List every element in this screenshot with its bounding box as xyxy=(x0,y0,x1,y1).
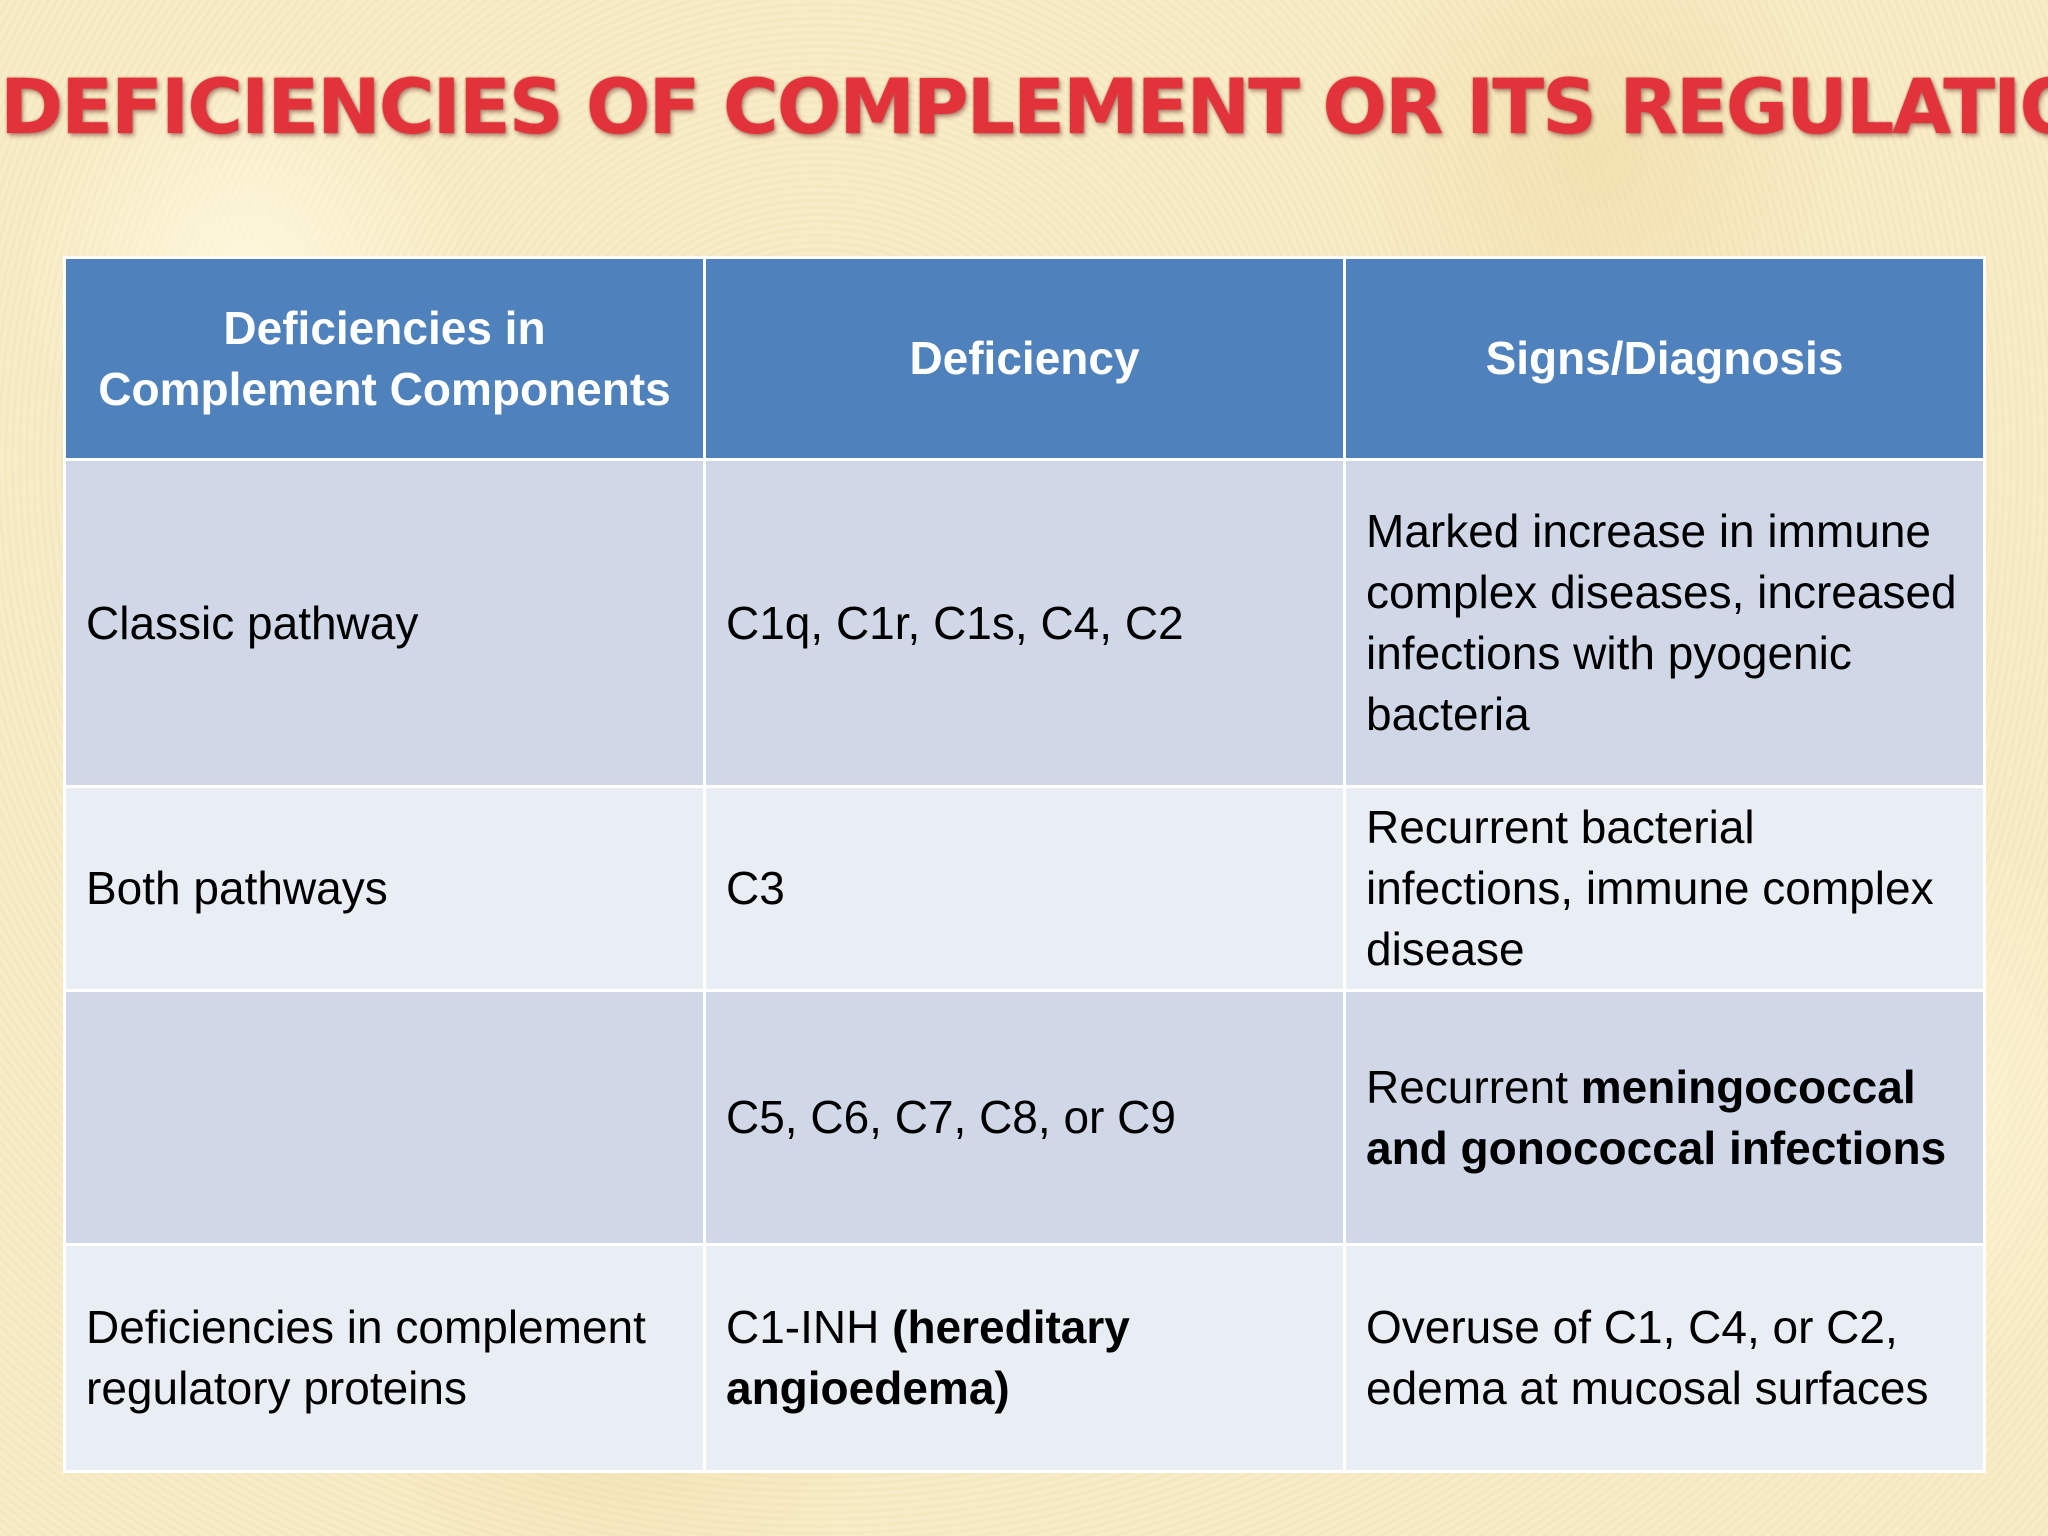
table-row: C5, C6, C7, C8, or C9 Recurrent meningoc… xyxy=(63,989,1986,1246)
header-deficiency: Deficiency xyxy=(703,256,1346,461)
cell-deficiency: C5, C6, C7, C8, or C9 xyxy=(703,989,1346,1246)
slide-title: DEFICIENCIES OF COMPLEMENT OR ITS REGULA… xyxy=(0,62,2048,151)
header-components: Deficiencies in Complement Components xyxy=(63,256,706,461)
header-signs-diagnosis: Signs/Diagnosis xyxy=(1343,256,1986,461)
cell-deficiency: C1q, C1r, C1s, C4, C2 xyxy=(703,458,1346,788)
table-row: Classic pathway C1q, C1r, C1s, C4, C2 Ma… xyxy=(63,458,1986,788)
signs-bold-text: meningococcal and gonococcal infections xyxy=(1366,1060,1947,1174)
table-row: Deficiencies in complement regulatory pr… xyxy=(63,1243,1986,1473)
cell-deficiency: C1-INH (hereditary angioedema) xyxy=(703,1243,1346,1473)
cell-component xyxy=(63,989,706,1246)
complement-deficiency-table: Deficiencies in Complement Components De… xyxy=(63,256,1986,1473)
cell-signs: Recurrent meningococcal and gonococcal i… xyxy=(1343,989,1986,1246)
deficiency-bold-text: (hereditary angioedema) xyxy=(726,1301,1130,1414)
table-header: Deficiencies in Complement Components De… xyxy=(63,256,1986,461)
table-row: Both pathways C3 Recurrent bacterial inf… xyxy=(63,785,1986,992)
cell-signs: Marked increase in immune complex diseas… xyxy=(1343,458,1986,788)
cell-component: Classic pathway xyxy=(63,458,706,788)
cell-component: Deficiencies in complement regulatory pr… xyxy=(63,1243,706,1473)
cell-signs: Recurrent bacterial infections, immune c… xyxy=(1343,785,1986,992)
cell-signs: Overuse of C1, C4, or C2, edema at mucos… xyxy=(1343,1243,1986,1473)
complement-deficiency-table-container: Deficiencies in Complement Components De… xyxy=(63,256,1986,1473)
signs-plain-text: Recurrent xyxy=(1366,1060,1568,1113)
table-body: Classic pathway C1q, C1r, C1s, C4, C2 Ma… xyxy=(63,458,1986,1473)
cell-deficiency: C3 xyxy=(703,785,1346,992)
header-row: Deficiencies in Complement Components De… xyxy=(63,256,1986,461)
cell-component: Both pathways xyxy=(63,785,706,992)
deficiency-plain-text: C1-INH xyxy=(726,1301,880,1353)
